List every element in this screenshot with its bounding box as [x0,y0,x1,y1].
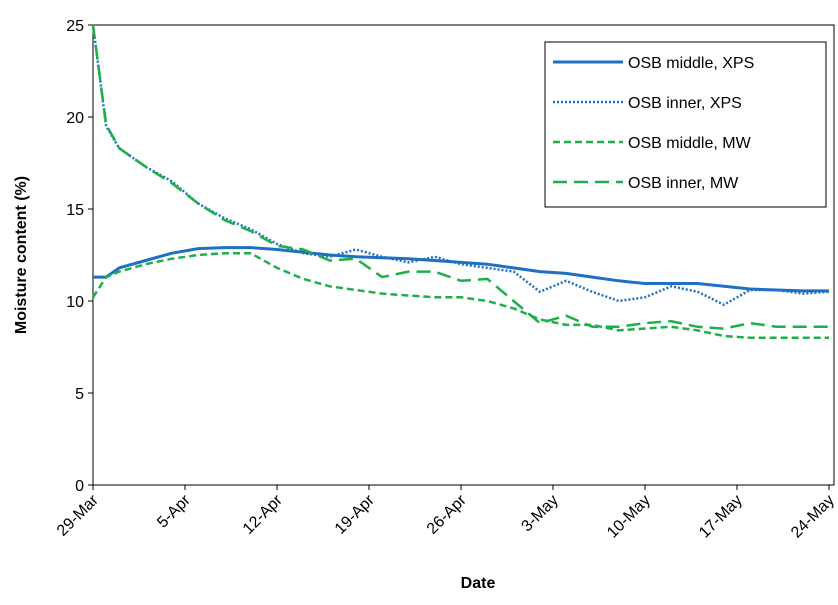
plot-frame [92,24,835,486]
y-tick-label: 20 [66,110,84,127]
x-tick-label: 3-May [518,492,561,535]
x-tick-label: 17-May [696,492,746,542]
legend: OSB middle, XPS OSB inner, XPS OSB middle,… [544,41,827,208]
legend-label: OSB middle, XPS [628,55,754,72]
legend-label: OSB inner, XPS [628,95,742,112]
legend-label: OSB inner, MW [628,175,739,192]
series-line [91,251,829,340]
series-line [91,24,830,307]
x-tick-label: 24-May [788,492,838,542]
y-tick-label: 10 [66,294,84,311]
x-tick-label: 12-Apr [240,491,286,537]
y-tick-label: 0 [75,478,84,495]
x-tick-label: 19-Apr [332,491,378,537]
legend-label: OSB middle, MW [628,135,752,152]
x-tick-label: 29-Mar [54,491,102,539]
y-axis-label: Moisture content (%) [13,176,30,334]
x-tick-label: 5-Apr [154,491,194,531]
x-tick-label: 26-Apr [424,491,470,537]
legend-box [544,41,827,208]
x-axis-label: Date [461,575,496,592]
series-line [91,24,829,330]
y-tick-label: 25 [66,18,84,35]
x-tick-label: 10-May [604,492,654,542]
y-tick-label: 15 [66,202,84,219]
y-tick-label: 5 [75,386,84,403]
